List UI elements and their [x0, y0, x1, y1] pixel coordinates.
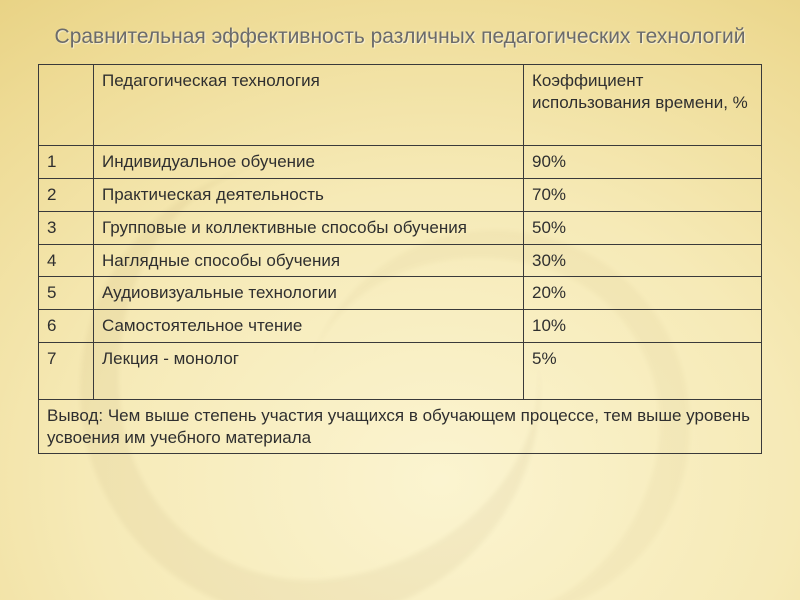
cell-coef: 70%	[524, 179, 762, 212]
table-row: 5 Аудиовизуальные технологии 20%	[39, 277, 762, 310]
cell-num: 7	[39, 342, 94, 399]
table-footer: Вывод: Чем выше степень участия учащихся…	[39, 399, 762, 454]
cell-coef: 30%	[524, 244, 762, 277]
cell-coef: 50%	[524, 211, 762, 244]
slide: Сравнительная эффективность различных пе…	[0, 0, 800, 600]
cell-num: 2	[39, 179, 94, 212]
cell-num: 4	[39, 244, 94, 277]
table-row: 4 Наглядные способы обучения 30%	[39, 244, 762, 277]
cell-tech: Практическая деятельность	[94, 179, 524, 212]
table-row: 2 Практическая деятельность 70%	[39, 179, 762, 212]
table-header-row: Педагогическая технология Коэффициент ис…	[39, 65, 762, 146]
header-num	[39, 65, 94, 146]
cell-num: 6	[39, 310, 94, 343]
table-row: 7 Лекция - монолог 5%	[39, 342, 762, 399]
comparison-table: Педагогическая технология Коэффициент ис…	[38, 64, 762, 454]
cell-num: 1	[39, 146, 94, 179]
cell-tech: Аудиовизуальные технологии	[94, 277, 524, 310]
table-row: 3 Групповые и коллективные способы обуче…	[39, 211, 762, 244]
cell-coef: 5%	[524, 342, 762, 399]
cell-num: 3	[39, 211, 94, 244]
cell-num: 5	[39, 277, 94, 310]
cell-tech: Лекция - монолог	[94, 342, 524, 399]
header-tech: Педагогическая технология	[94, 65, 524, 146]
cell-coef: 20%	[524, 277, 762, 310]
cell-tech: Индивидуальное обучение	[94, 146, 524, 179]
table-footer-row: Вывод: Чем выше степень участия учащихся…	[39, 399, 762, 454]
cell-tech: Самостоятельное чтение	[94, 310, 524, 343]
table-row: 1 Индивидуальное обучение 90%	[39, 146, 762, 179]
cell-tech: Наглядные способы обучения	[94, 244, 524, 277]
slide-title: Сравнительная эффективность различных пе…	[38, 24, 762, 50]
cell-coef: 90%	[524, 146, 762, 179]
cell-coef: 10%	[524, 310, 762, 343]
cell-tech: Групповые и коллективные способы обучени…	[94, 211, 524, 244]
header-coef: Коэффициент использования времени, %	[524, 65, 762, 146]
table-row: 6 Самостоятельное чтение 10%	[39, 310, 762, 343]
